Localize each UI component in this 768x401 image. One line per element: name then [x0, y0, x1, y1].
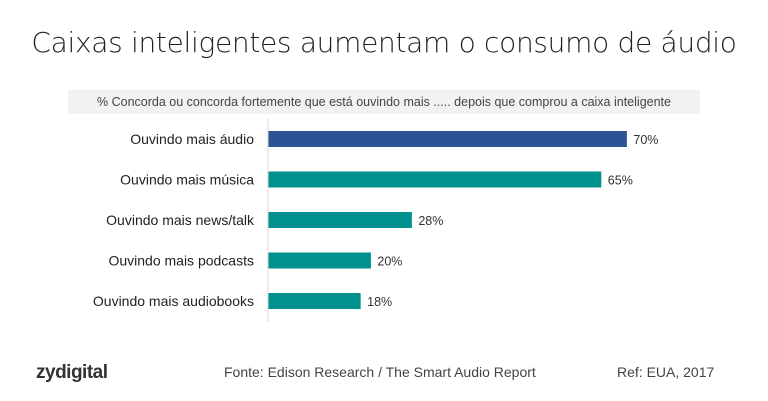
data-label: 20%: [377, 255, 402, 269]
category-label: Ouvindo mais podcasts: [108, 253, 254, 269]
bar: [268, 293, 361, 309]
bar: [268, 171, 602, 188]
zydigital-logo: zydigital: [36, 362, 108, 383]
data-label: 65%: [608, 174, 633, 188]
source-note: Fonte: Edison Research / The Smart Audio…: [224, 364, 536, 380]
bar: [268, 212, 412, 228]
category-label: Ouvindo mais música: [120, 172, 254, 188]
reference-note: Ref: EUA, 2017: [617, 364, 715, 380]
bar: [268, 131, 627, 147]
category-label: Ouvindo mais news/talk: [106, 212, 255, 228]
data-label: 18%: [367, 295, 392, 309]
category-label: Ouvindo mais audiobooks: [93, 293, 254, 309]
data-label: 70%: [633, 133, 658, 147]
category-label: Ouvindo mais áudio: [130, 131, 254, 147]
bar: [268, 252, 371, 269]
chart-subtitle: % Concorda ou concorda fortemente que es…: [68, 90, 700, 114]
chart-title: Caixas inteligentes aumentam o consumo d…: [31, 26, 737, 59]
data-label: 28%: [418, 214, 443, 228]
